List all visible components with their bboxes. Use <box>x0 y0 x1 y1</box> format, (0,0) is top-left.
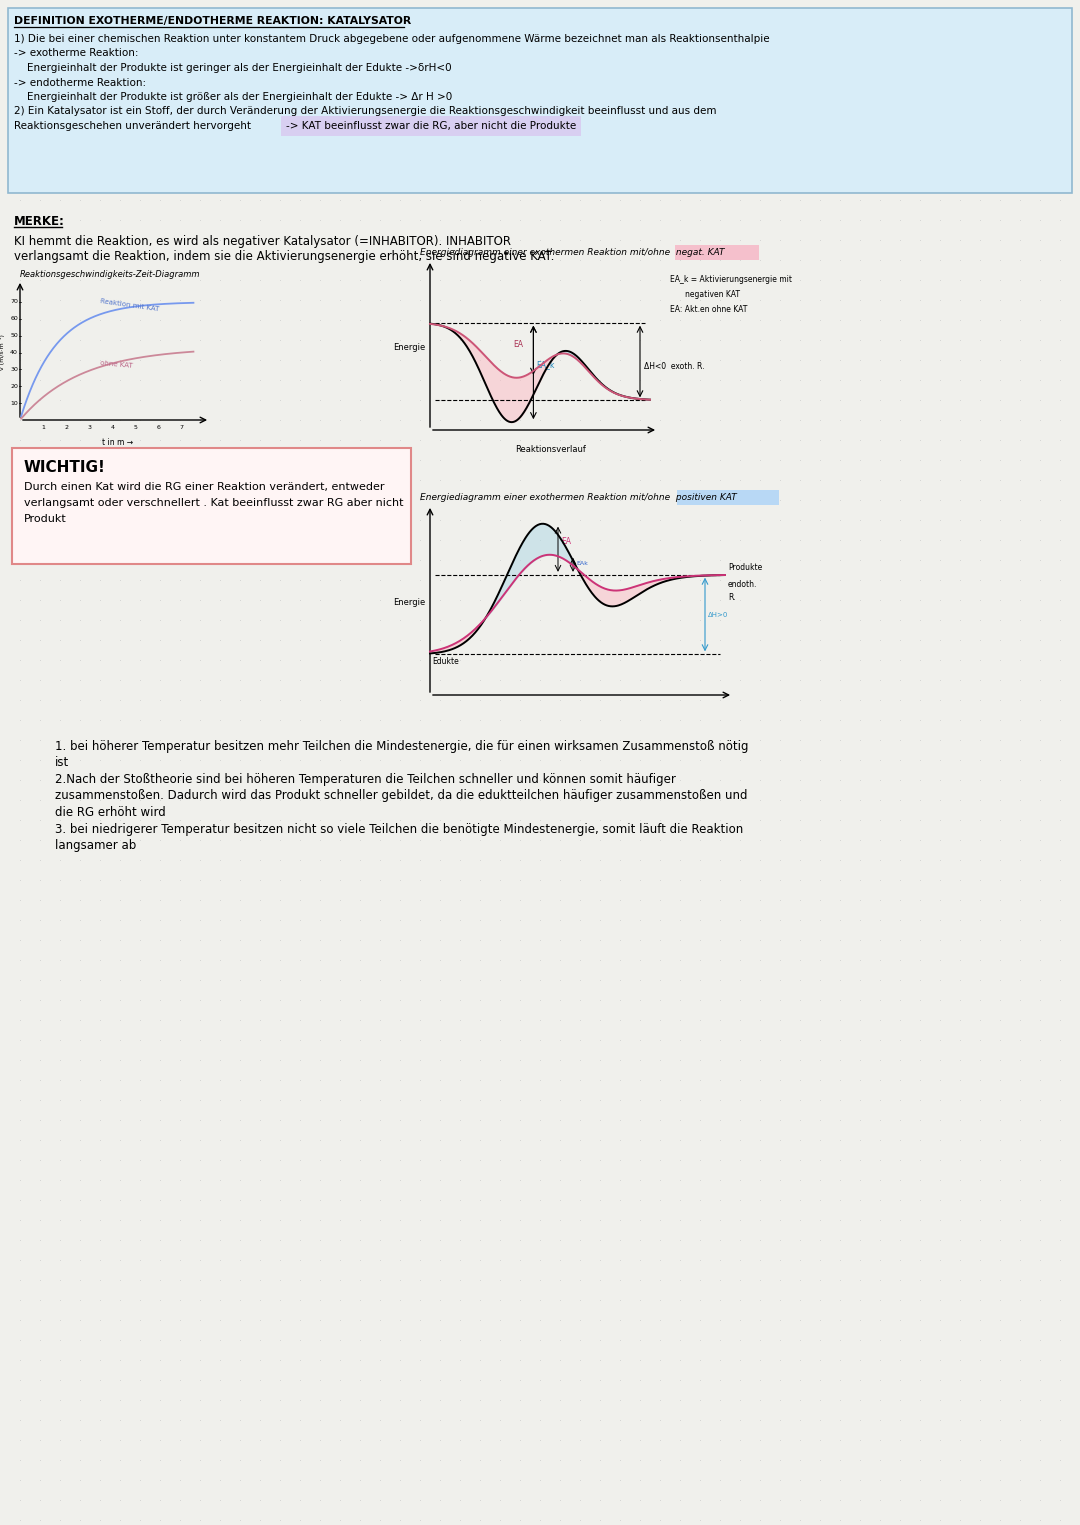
Text: DEFINITION EXOTHERME/ENDOTHERME REAKTION: KATALYSATOR: DEFINITION EXOTHERME/ENDOTHERME REAKTION… <box>14 15 411 26</box>
Text: Energiediagramm einer exothermen Reaktion mit/ohne  negat. KAT: Energiediagramm einer exothermen Reaktio… <box>420 249 725 258</box>
Text: zusammenstoßen. Dadurch wird das Produkt schneller gebildet, da die eduktteilche: zusammenstoßen. Dadurch wird das Produkt… <box>55 790 747 802</box>
Text: langsamer ab: langsamer ab <box>55 839 136 852</box>
Text: Energie: Energie <box>393 598 426 607</box>
Text: EAk: EAk <box>576 561 588 566</box>
Text: 7: 7 <box>180 425 184 430</box>
Text: KI hemmt die Reaktion, es wird als negativer Katalysator (=INHABITOR). INHABITOR: KI hemmt die Reaktion, es wird als negat… <box>14 235 511 249</box>
Text: 20: 20 <box>10 384 18 389</box>
Text: 2.Nach der Stoßtheorie sind bei höheren Temperaturen die Teilchen schneller und : 2.Nach der Stoßtheorie sind bei höheren … <box>55 773 676 785</box>
Text: 50: 50 <box>10 332 18 339</box>
Text: -> KAT beeinflusst zwar die RG, aber nicht die Produkte: -> KAT beeinflusst zwar die RG, aber nic… <box>286 120 577 131</box>
Text: ist: ist <box>55 756 69 770</box>
Text: 2: 2 <box>64 425 68 430</box>
Text: 40: 40 <box>10 351 18 355</box>
Text: 3: 3 <box>87 425 92 430</box>
Text: Produkt: Produkt <box>24 514 67 525</box>
Text: negativen KAT: negativen KAT <box>685 290 740 299</box>
Text: Energie: Energie <box>393 343 426 352</box>
Text: ΔH<0  exoth. R.: ΔH<0 exoth. R. <box>644 361 704 371</box>
Text: 10: 10 <box>10 401 18 406</box>
Text: die RG erhöht wird: die RG erhöht wird <box>55 807 165 819</box>
Text: verlangsamt oder verschnellert . Kat beeinflusst zwar RG aber nicht: verlangsamt oder verschnellert . Kat bee… <box>24 499 404 508</box>
Text: 5: 5 <box>134 425 137 430</box>
Text: Edukte: Edukte <box>432 657 459 666</box>
Text: 1: 1 <box>41 425 45 430</box>
Text: 1) Die bei einer chemischen Reaktion unter konstantem Druck abgegebene oder aufg: 1) Die bei einer chemischen Reaktion unt… <box>14 34 770 44</box>
Text: 30: 30 <box>10 368 18 372</box>
Text: Produkte: Produkte <box>728 563 762 572</box>
Text: Reaktionsverlauf: Reaktionsverlauf <box>515 445 586 454</box>
Text: Reaktion mit KAT: Reaktion mit KAT <box>100 297 160 313</box>
Text: ohne KAT: ohne KAT <box>100 360 133 369</box>
Text: 60: 60 <box>10 316 18 322</box>
Text: Reaktionsgeschwindigkeits-Zeit-Diagramm: Reaktionsgeschwindigkeits-Zeit-Diagramm <box>21 270 201 279</box>
Text: -> exotherme Reaktion:: -> exotherme Reaktion: <box>14 49 138 58</box>
Text: 1. bei höherer Temperatur besitzen mehr Teilchen die Mindestenergie, die für ein: 1. bei höherer Temperatur besitzen mehr … <box>55 740 748 753</box>
Text: Energiediagramm einer exothermen Reaktion mit/ohne  positiven KAT: Energiediagramm einer exothermen Reaktio… <box>420 493 737 502</box>
Text: Energieinhalt der Produkte ist geringer als der Energieinhalt der Edukte ->δrH<0: Energieinhalt der Produkte ist geringer … <box>14 63 451 73</box>
Text: endoth.: endoth. <box>728 580 757 589</box>
Text: v (m/s·m⁻¹): v (m/s·m⁻¹) <box>0 334 5 371</box>
Text: WICHTIG!: WICHTIG! <box>24 461 106 474</box>
Text: Energieinhalt der Produkte ist größer als der Energieinhalt der Edukte -> Δr H >: Energieinhalt der Produkte ist größer al… <box>14 92 453 102</box>
Text: -> endotherme Reaktion:: -> endotherme Reaktion: <box>14 78 146 87</box>
Text: EA: Akt.en ohne KAT: EA: Akt.en ohne KAT <box>670 305 747 314</box>
Text: 6: 6 <box>157 425 161 430</box>
Text: R.: R. <box>728 593 735 602</box>
Text: 70: 70 <box>10 299 18 305</box>
Text: EA_k = Aktivierungsenergie mit: EA_k = Aktivierungsenergie mit <box>670 274 792 284</box>
FancyBboxPatch shape <box>12 448 411 564</box>
Text: t in m →: t in m → <box>102 438 133 447</box>
Text: 2) Ein Katalysator ist ein Stoff, der durch Veränderung der Aktivierungsenergie : 2) Ein Katalysator ist ein Stoff, der du… <box>14 107 716 116</box>
Text: 3. bei niedrigerer Temperatur besitzen nicht so viele Teilchen die benötigte Min: 3. bei niedrigerer Temperatur besitzen n… <box>55 822 743 836</box>
FancyBboxPatch shape <box>8 8 1072 194</box>
Text: MERKE:: MERKE: <box>14 215 65 229</box>
Text: EA: EA <box>561 537 571 546</box>
FancyBboxPatch shape <box>675 246 759 259</box>
Text: verlangsamt die Reaktion, indem sie die Aktivierungsenergie erhöht, sie sind neg: verlangsamt die Reaktion, indem sie die … <box>14 250 554 262</box>
Text: Durch einen Kat wird die RG einer Reaktion verändert, entweder: Durch einen Kat wird die RG einer Reakti… <box>24 482 384 493</box>
Text: EA: EA <box>513 340 524 349</box>
Text: ΔH>0: ΔH>0 <box>708 612 728 618</box>
Text: EA_k: EA_k <box>537 360 555 369</box>
FancyBboxPatch shape <box>677 490 779 505</box>
Text: Reaktionsgeschehen unverändert hervorgeht: Reaktionsgeschehen unverändert hervorgeh… <box>14 120 254 131</box>
Text: 4: 4 <box>110 425 114 430</box>
